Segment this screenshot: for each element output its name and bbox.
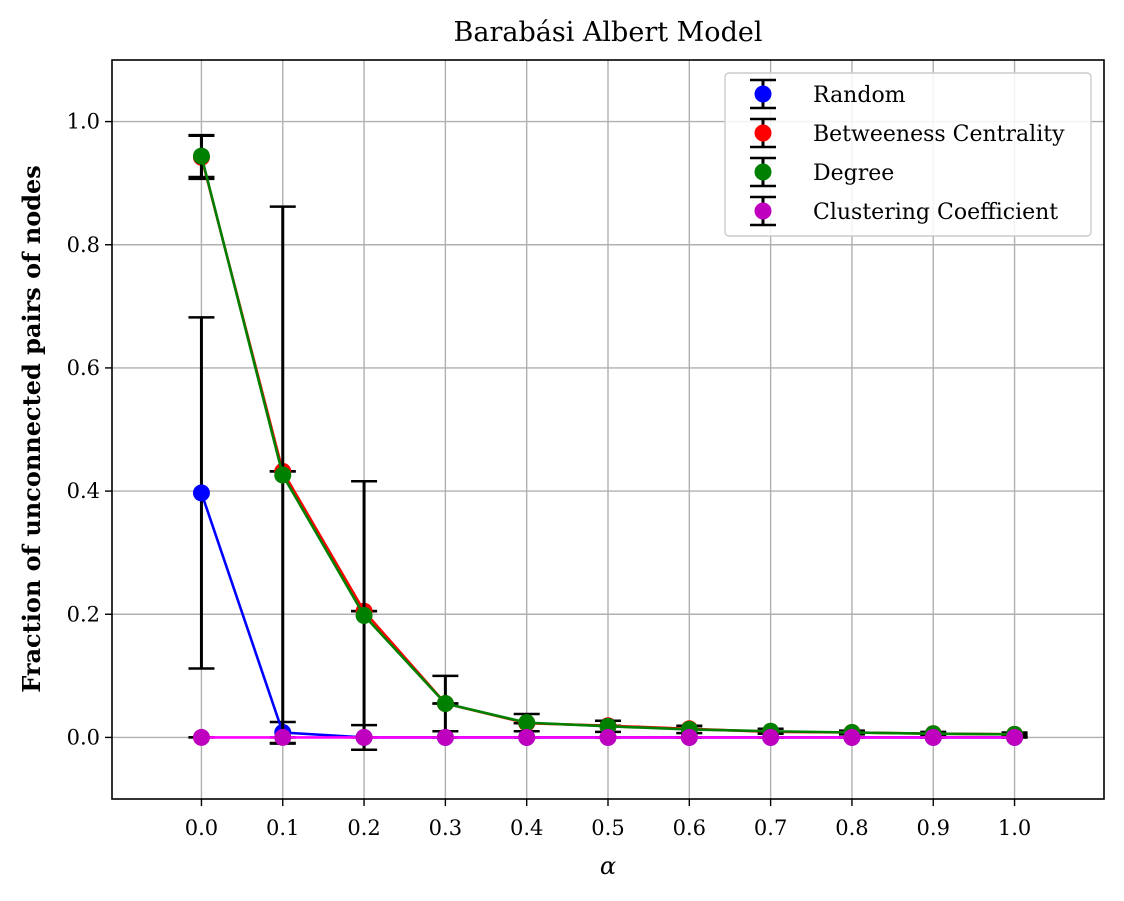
x-axis-label: α [600,852,616,880]
data-point [355,606,373,624]
y-tick-label: 0.2 [67,602,100,626]
data-point [518,714,536,732]
data-point [1006,728,1024,746]
legend-entry: Betweeness Centrality [750,117,1065,149]
y-tick-label: 0.4 [67,479,100,503]
y-tick-label: 0.0 [67,725,100,749]
data-point [436,728,454,746]
legend-label: Betweeness Centrality [813,122,1065,147]
data-point [843,728,861,746]
data-point [192,484,210,502]
chart-title: Barabási Albert Model [454,17,763,48]
data-point [924,728,942,746]
data-point [274,728,292,746]
legend-box [724,72,1092,237]
legend-label: Random [813,83,906,108]
data-point [762,728,780,746]
data-point [355,728,373,746]
x-tick-label: 0.0 [185,816,218,840]
plot-data [188,133,1028,751]
legend-entry: Random [750,78,906,110]
legend-entry: Degree [750,156,894,188]
legend-label: Degree [813,161,894,186]
legend-label: Clustering Coefficient [813,200,1058,225]
data-point [436,695,454,713]
legend-marker [754,163,772,181]
legend-entry: Clustering Coefficient [750,195,1058,227]
x-tick-label: 0.7 [754,816,787,840]
data-point [518,728,536,746]
x-tick-label: 0.5 [591,816,624,840]
data-point [680,728,698,746]
data-point [192,728,210,746]
legend: Random Betweeness Centrality Degree Cluster… [724,72,1092,237]
data-point [599,728,617,746]
legend-marker [754,124,772,142]
y-tick-label: 0.6 [67,356,100,380]
legend-marker [754,202,772,220]
x-tick-label: 0.6 [673,816,706,840]
x-tick-label: 0.2 [347,816,380,840]
y-axis-label: Fraction of unconnected pairs of nodes [17,165,46,693]
x-tick-label: 0.9 [917,816,950,840]
x-tick-label: 1.0 [998,816,1031,840]
data-point [192,147,210,165]
legend-marker [754,85,772,103]
x-tick-label: 0.4 [510,816,543,840]
x-tick-label: 0.3 [429,816,462,840]
x-tick-label: 0.8 [835,816,868,840]
ticks: 0.0 0.1 0.2 0.3 0.4 0.5 0.6 0.7 0.8 0.9 1.0 0.0 0.2 0… [67,110,1032,840]
series-3 [188,728,1028,746]
y-tick-label: 1.0 [67,110,100,134]
x-tick-label: 0.1 [266,816,299,840]
data-point [274,466,292,484]
y-tick-label: 0.8 [67,233,100,257]
